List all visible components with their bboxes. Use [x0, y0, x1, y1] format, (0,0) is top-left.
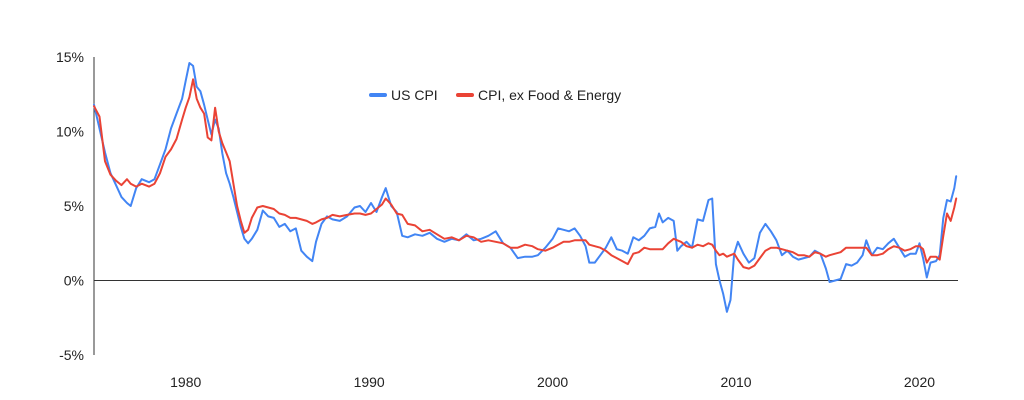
y-tick-label: 0% — [64, 273, 84, 289]
series-line-us-cpi — [93, 62, 958, 313]
x-tick-label: 2000 — [537, 374, 568, 390]
y-tick-label: -5% — [59, 347, 84, 363]
legend: US CPI CPI, ex Food & Energy — [369, 87, 621, 103]
x-axis-tick-labels: 1980 1990 2000 2010 2020 — [170, 374, 935, 390]
legend-item-us-cpi-label: US CPI — [391, 87, 438, 103]
x-tick-label: 1990 — [354, 374, 385, 390]
x-tick-label: 1980 — [170, 374, 201, 390]
y-tick-label: 10% — [56, 124, 84, 140]
x-tick-label: 2010 — [720, 374, 751, 390]
y-tick-label: 15% — [56, 49, 84, 65]
y-axis-tick-labels: -5% 0% 5% 10% 15% — [56, 49, 84, 363]
series-lines — [93, 62, 958, 313]
legend-item-cpi-ex-food-energy-label: CPI, ex Food & Energy — [478, 87, 621, 103]
y-tick-label: 5% — [64, 198, 84, 214]
series-line-cpi-ex-food-energy — [93, 78, 958, 270]
x-tick-label: 2020 — [904, 374, 935, 390]
